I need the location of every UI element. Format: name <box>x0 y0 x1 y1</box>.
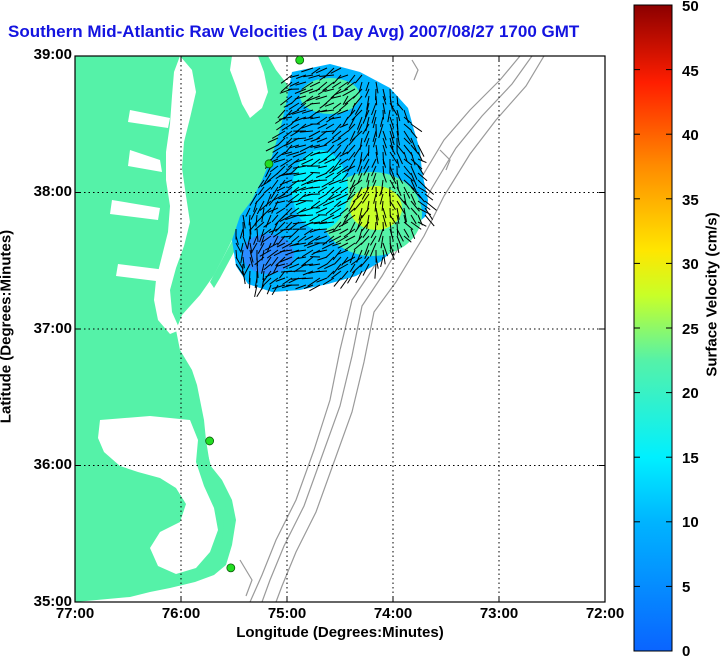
colorbar-tick: 5 <box>682 579 690 596</box>
velocity-arrow <box>383 152 384 164</box>
lat-tick: 38:00 <box>20 183 72 200</box>
velocity-arrow <box>308 194 320 195</box>
lon-tick: 75:00 <box>257 605 317 622</box>
colorbar-tick: 35 <box>682 192 699 209</box>
y-axis-label: Latitude (Degrees:Minutes) <box>0 227 15 427</box>
colorbar-tick: 50 <box>682 0 699 15</box>
colorbar-tick: 45 <box>682 63 699 80</box>
velocity-patch-green-north <box>300 78 360 114</box>
radar-station-marker <box>227 564 235 572</box>
lat-tick: 37:00 <box>20 320 72 337</box>
lon-tick: 72:00 <box>575 605 635 622</box>
velocity-arrow <box>368 145 369 156</box>
velocity-arrow <box>300 201 314 202</box>
velocity-arrow <box>250 278 251 288</box>
lon-tick: 73:00 <box>469 605 529 622</box>
colorbar-label: Surface Velocity (cm/s) <box>704 195 721 395</box>
lon-tick: 74:00 <box>363 605 423 622</box>
colorbar-tick: 40 <box>682 127 699 144</box>
velocity-arrow <box>390 236 391 250</box>
lon-tick: 76:00 <box>151 605 211 622</box>
velocity-patch-blue <box>242 234 294 274</box>
colorbar-tick: 0 <box>682 643 690 660</box>
lat-tick: 39:00 <box>20 46 72 63</box>
velocity-arrow <box>314 180 327 181</box>
x-axis-label: Longitude (Degrees:Minutes) <box>150 624 530 641</box>
colorbar-tick: 20 <box>682 385 699 402</box>
radar-station-marker <box>206 437 214 445</box>
colorbar-tick: 15 <box>682 450 699 467</box>
radar-station-marker <box>265 160 273 168</box>
colorbar-tick: 30 <box>682 256 699 273</box>
colorbar-tick: 25 <box>682 321 699 338</box>
radar-station-marker <box>296 56 304 64</box>
lon-tick: 77:00 <box>45 605 105 622</box>
velocity-arrow <box>310 172 320 173</box>
lat-tick: 36:00 <box>20 456 72 473</box>
colorbar-tick: 10 <box>682 514 699 531</box>
